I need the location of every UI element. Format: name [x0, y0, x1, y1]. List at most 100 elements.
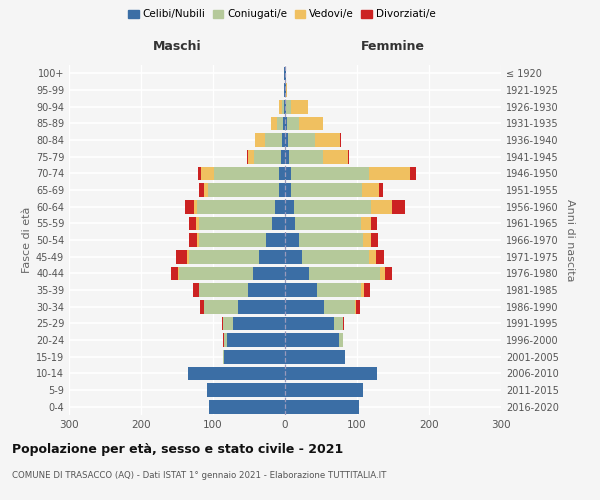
Bar	[199, 216, 272, 230]
Bar	[179, 266, 253, 280]
Bar	[176, 250, 187, 264]
Bar	[266, 233, 285, 247]
Bar	[283, 116, 285, 130]
Bar	[343, 316, 344, 330]
Bar	[285, 200, 293, 213]
Bar	[288, 133, 315, 147]
Bar	[356, 300, 360, 314]
Bar	[223, 350, 224, 364]
Bar	[199, 183, 205, 197]
Bar	[361, 283, 364, 297]
Bar	[371, 200, 392, 213]
Bar	[255, 133, 265, 147]
Bar	[284, 100, 285, 114]
Bar	[369, 250, 376, 264]
Bar	[282, 100, 284, 114]
Bar	[334, 316, 343, 330]
Bar	[200, 300, 203, 314]
Bar	[171, 266, 178, 280]
Bar	[379, 183, 383, 197]
Bar	[281, 150, 285, 164]
Bar	[285, 116, 287, 130]
Text: Popolazione per età, sesso e stato civile - 2021: Popolazione per età, sesso e stato civil…	[12, 442, 343, 456]
Bar	[339, 333, 343, 347]
Bar	[285, 283, 317, 297]
Bar	[299, 233, 363, 247]
Bar	[265, 133, 282, 147]
Bar	[196, 216, 199, 230]
Bar	[345, 350, 346, 364]
Bar	[221, 316, 223, 330]
Bar	[278, 100, 282, 114]
Bar	[380, 266, 385, 280]
Bar	[205, 183, 208, 197]
Bar	[285, 83, 286, 97]
Bar	[285, 100, 286, 114]
Bar	[248, 283, 285, 297]
Bar	[295, 216, 361, 230]
Bar	[315, 133, 340, 147]
Bar	[199, 283, 248, 297]
Bar	[193, 283, 199, 297]
Bar	[323, 150, 347, 164]
Bar	[285, 300, 324, 314]
Bar	[187, 250, 188, 264]
Bar	[285, 133, 288, 147]
Bar	[275, 200, 285, 213]
Bar	[233, 316, 285, 330]
Legend: Celibi/Nubili, Coniugati/e, Vedovi/e, Divorziati/e: Celibi/Nubili, Coniugati/e, Vedovi/e, Di…	[124, 5, 440, 24]
Bar	[272, 216, 285, 230]
Bar	[310, 266, 380, 280]
Bar	[178, 266, 179, 280]
Bar	[347, 150, 349, 164]
Bar	[197, 233, 199, 247]
Bar	[224, 333, 227, 347]
Bar	[410, 166, 416, 180]
Bar	[368, 166, 410, 180]
Bar	[285, 66, 286, 80]
Bar	[238, 300, 285, 314]
Bar	[254, 150, 281, 164]
Bar	[253, 266, 285, 280]
Bar	[285, 383, 363, 397]
Bar	[185, 200, 194, 213]
Bar	[209, 400, 285, 413]
Bar	[279, 166, 285, 180]
Bar	[285, 150, 289, 164]
Bar	[385, 266, 392, 280]
Y-axis label: Fasce di età: Fasce di età	[22, 207, 32, 273]
Bar	[277, 116, 283, 130]
Bar	[362, 183, 379, 197]
Bar	[285, 366, 377, 380]
Text: COMUNE DI TRASACCO (AQ) - Dati ISTAT 1° gennaio 2021 - Elaborazione TUTTITALIA.I: COMUNE DI TRASACCO (AQ) - Dati ISTAT 1° …	[12, 471, 386, 480]
Bar	[223, 316, 233, 330]
Bar	[259, 250, 285, 264]
Bar	[376, 250, 385, 264]
Bar	[289, 150, 323, 164]
Bar	[285, 216, 295, 230]
Bar	[284, 83, 285, 97]
Bar	[286, 83, 287, 97]
Bar	[188, 233, 197, 247]
Bar	[285, 400, 359, 413]
Text: Femmine: Femmine	[361, 40, 425, 54]
Bar	[285, 350, 345, 364]
Bar	[286, 100, 291, 114]
Bar	[208, 183, 278, 197]
Bar	[188, 250, 259, 264]
Bar	[284, 66, 285, 80]
Y-axis label: Anni di nascita: Anni di nascita	[565, 198, 575, 281]
Bar	[248, 150, 254, 164]
Bar	[363, 233, 371, 247]
Bar	[392, 200, 404, 213]
Bar	[203, 300, 238, 314]
Bar	[364, 283, 370, 297]
Bar	[317, 283, 361, 297]
Bar	[361, 216, 371, 230]
Bar	[223, 333, 224, 347]
Bar	[285, 166, 291, 180]
Bar	[371, 233, 378, 247]
Bar	[285, 250, 302, 264]
Bar	[282, 133, 285, 147]
Bar	[287, 116, 299, 130]
